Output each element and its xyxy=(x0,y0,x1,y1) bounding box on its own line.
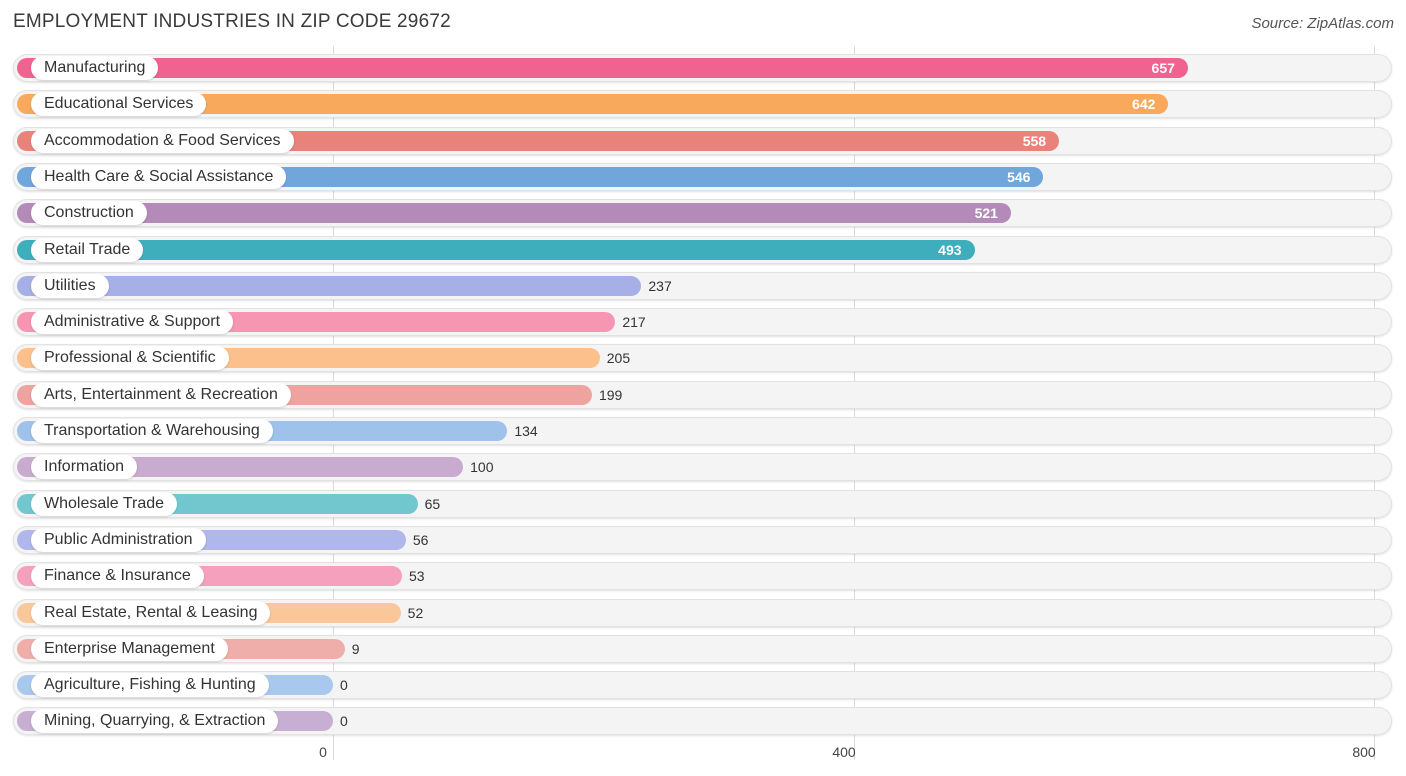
category-label: Public Administration xyxy=(31,528,206,552)
value-label: 65 xyxy=(424,496,441,512)
value-label: 52 xyxy=(407,605,424,621)
x-tick-label: 400 xyxy=(832,744,856,760)
category-label: Construction xyxy=(31,201,147,225)
category-label: Agriculture, Fishing & Hunting xyxy=(31,673,269,697)
category-label: Utilities xyxy=(31,274,109,298)
value-label: 199 xyxy=(598,387,623,403)
category-label: Information xyxy=(31,455,138,479)
category-label: Enterprise Management xyxy=(31,637,228,661)
source-note: Source: ZipAtlas.com xyxy=(1251,15,1394,32)
chart-title: EMPLOYMENT INDUSTRIES IN ZIP CODE 29672 xyxy=(13,11,451,32)
value-label: 0 xyxy=(340,677,348,693)
bar xyxy=(17,240,975,260)
value-label: 217 xyxy=(622,314,646,330)
bar xyxy=(17,58,1188,78)
category-label: Wholesale Trade xyxy=(31,492,178,516)
value-label: 100 xyxy=(470,459,494,475)
category-label: Finance & Insurance xyxy=(31,564,204,588)
bar xyxy=(17,276,642,296)
bar xyxy=(17,203,1011,223)
category-label: Educational Services xyxy=(31,92,207,116)
category-label: Manufacturing xyxy=(31,56,159,80)
category-label: Administrative & Support xyxy=(31,310,234,334)
bar xyxy=(17,94,1169,114)
value-label: 9 xyxy=(351,641,360,657)
category-label: Real Estate, Rental & Leasing xyxy=(31,601,271,625)
category-label: Mining, Quarrying, & Extraction xyxy=(31,709,279,733)
value-label: 56 xyxy=(412,532,429,548)
category-label: Health Care & Social Assistance xyxy=(31,165,287,189)
category-label: Arts, Entertainment & Recreation xyxy=(31,383,291,407)
category-label: Transportation & Warehousing xyxy=(31,419,273,443)
value-label: 237 xyxy=(648,278,672,294)
value-label: 657 xyxy=(1151,60,1175,76)
value-label: 521 xyxy=(974,205,998,221)
x-tick-label: 0 xyxy=(319,744,327,760)
value-label: 558 xyxy=(1022,133,1047,149)
value-label: 546 xyxy=(1007,169,1031,185)
value-label: 493 xyxy=(938,242,962,258)
category-label: Accommodation & Food Services xyxy=(31,129,294,153)
category-label: Professional & Scientific xyxy=(31,346,229,370)
x-tick-label: 800 xyxy=(1352,744,1376,760)
value-label: 205 xyxy=(606,350,631,366)
value-label: 642 xyxy=(1132,96,1156,112)
value-label: 0 xyxy=(340,713,348,729)
value-label: 134 xyxy=(514,423,538,439)
value-label: 53 xyxy=(408,568,425,584)
category-label: Retail Trade xyxy=(31,238,144,262)
